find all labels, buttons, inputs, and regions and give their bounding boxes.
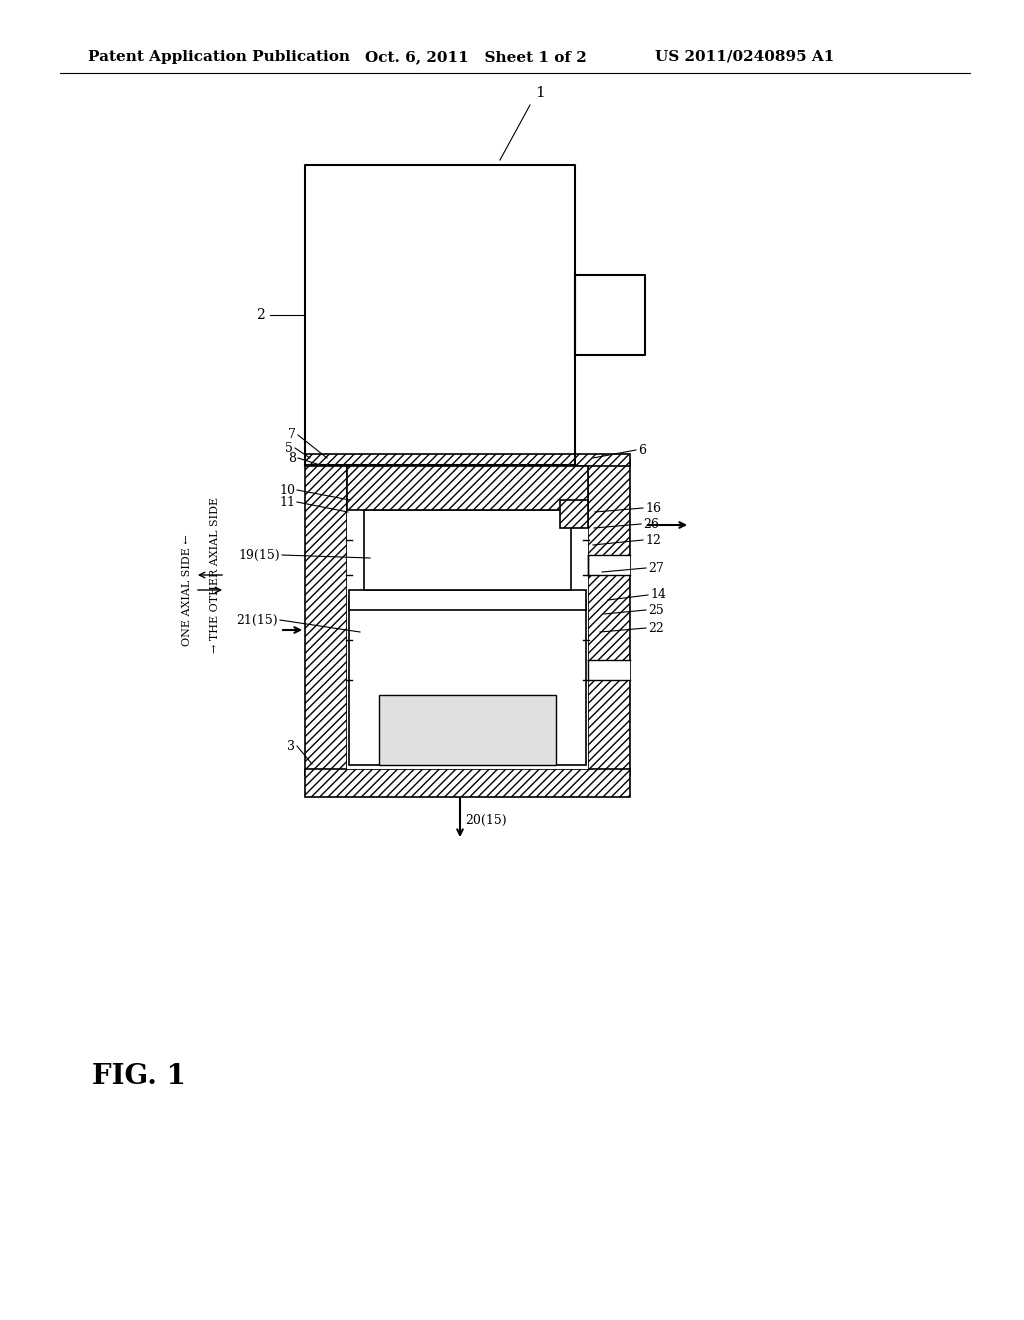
Bar (347, 466, 588, 770)
Bar (347, 466, 588, 510)
Text: 6: 6 (638, 444, 646, 457)
Bar (588, 554, 630, 576)
Text: 2: 2 (256, 308, 265, 322)
Bar (349, 601, 586, 766)
Bar (305, 770, 630, 797)
Text: 1: 1 (535, 86, 545, 100)
Text: 11: 11 (279, 495, 295, 508)
Text: 22: 22 (648, 622, 664, 635)
Bar (305, 459, 347, 775)
Text: Oct. 6, 2011   Sheet 1 of 2: Oct. 6, 2011 Sheet 1 of 2 (365, 50, 587, 63)
Bar (305, 454, 630, 466)
Bar (588, 459, 630, 775)
Bar (560, 500, 588, 528)
Text: Patent Application Publication: Patent Application Publication (88, 50, 350, 63)
Text: 16: 16 (645, 502, 662, 515)
Text: 27: 27 (648, 561, 664, 574)
Bar (588, 660, 630, 680)
Text: 20(15): 20(15) (465, 813, 507, 826)
Text: 14: 14 (650, 589, 666, 602)
Text: 3: 3 (287, 739, 295, 752)
Text: 26: 26 (643, 517, 658, 531)
Text: 21(15): 21(15) (237, 614, 278, 627)
Bar (379, 696, 556, 766)
Bar (364, 510, 571, 590)
Text: 12: 12 (645, 533, 660, 546)
Text: ONE AXIAL SIDE ←: ONE AXIAL SIDE ← (182, 535, 193, 645)
Text: 10: 10 (279, 483, 295, 496)
Text: 5: 5 (285, 441, 293, 454)
Text: 7: 7 (288, 429, 296, 441)
Text: FIG. 1: FIG. 1 (92, 1063, 186, 1090)
Text: 25: 25 (648, 603, 664, 616)
Text: 8: 8 (288, 451, 296, 465)
Bar (349, 590, 586, 610)
Text: 19(15): 19(15) (239, 549, 280, 561)
Text: US 2011/0240895 A1: US 2011/0240895 A1 (655, 50, 835, 63)
Text: → THE OTHER AXIAL SIDE: → THE OTHER AXIAL SIDE (210, 496, 220, 653)
